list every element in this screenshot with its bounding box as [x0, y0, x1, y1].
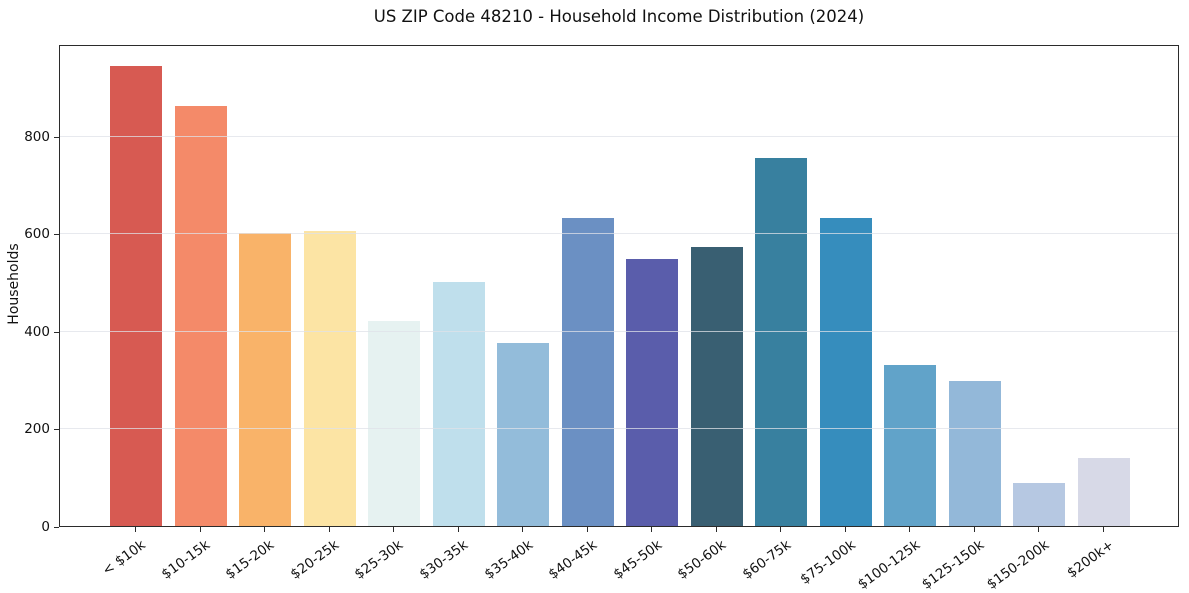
x-tick-mark [522, 527, 524, 532]
x-tick-label: $200k+ [1063, 537, 1117, 582]
y-tick-label: 800 [24, 129, 50, 145]
x-tick-label: $45-50k [610, 537, 665, 583]
x-tick-label: $15-20k [223, 537, 278, 583]
x-tick-mark [393, 527, 395, 532]
bar-$30-35k [432, 282, 485, 526]
bar-$60-75k [755, 157, 808, 526]
bar-$50-60k [690, 246, 743, 526]
gridline [60, 428, 1178, 430]
y-tick-label: 600 [24, 226, 50, 243]
x-tick-mark [909, 527, 911, 532]
x-tick-label: $125-150k [919, 537, 988, 593]
bar-$125-150k [948, 381, 1001, 526]
x-tick-mark [457, 527, 459, 532]
gridline [60, 330, 1178, 332]
bar-$45-50k [626, 258, 679, 526]
x-tick-mark [1038, 527, 1040, 532]
y-tick-mark [54, 234, 59, 236]
x-tick-mark [651, 527, 653, 532]
x-tick-mark [264, 527, 266, 532]
x-tick-mark [780, 527, 782, 532]
y-tick-label: 0 [41, 518, 50, 535]
x-tick-mark [1103, 527, 1104, 532]
y-tick-mark [54, 526, 59, 528]
y-tick-mark [54, 429, 59, 431]
x-tick-mark [973, 527, 975, 532]
y-tick-label: 400 [24, 323, 50, 340]
x-tick-mark [586, 527, 588, 532]
x-tick-mark [135, 527, 136, 532]
x-tick-label: $40-45k [545, 537, 601, 583]
bar-$20-25k [303, 230, 356, 526]
x-tick-label: $100-125k [854, 537, 923, 593]
bar-$150-200k [1013, 483, 1066, 526]
bar-$40-45k [561, 217, 614, 526]
x-tick-mark [328, 527, 330, 532]
x-tick-label: < $10k [99, 537, 149, 579]
x-tick-label: $60-75k [739, 537, 794, 583]
gridline [60, 233, 1178, 235]
y-tick-mark [54, 137, 59, 138]
x-tick-label: $75-100k [796, 537, 859, 588]
bar-$25-30k [368, 321, 421, 526]
chart-title: US ZIP Code 48210 - Household Income Dis… [373, 7, 865, 26]
bar-$75-100k [819, 217, 872, 526]
bar-< $10k [110, 66, 162, 526]
gridline [60, 136, 1178, 138]
x-tick-label: $50-60k [674, 537, 730, 583]
x-tick-mark [844, 527, 846, 532]
x-tick-label: $30-35k [416, 537, 472, 583]
bar-$100-125k [884, 365, 937, 526]
bar-$10-15k [174, 106, 227, 526]
x-tick-label: $20-25k [287, 537, 342, 583]
x-tick-label: $35-40k [481, 537, 536, 583]
x-tick-mark [199, 527, 201, 532]
y-tick-label: 200 [24, 421, 50, 438]
bar-$35-40k [497, 342, 550, 526]
x-tick-label: $10-15k [158, 537, 213, 583]
bar-$15-20k [239, 232, 292, 526]
bar-$200k+ [1078, 458, 1130, 526]
x-tick-label: $150-200k [983, 537, 1052, 593]
x-tick-mark [715, 527, 717, 532]
plot-area [59, 45, 1179, 527]
x-tick-label: $25-30k [352, 537, 407, 583]
y-tick-mark [54, 331, 59, 333]
